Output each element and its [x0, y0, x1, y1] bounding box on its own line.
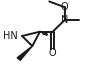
Text: N: N [61, 15, 68, 25]
Polygon shape [17, 46, 32, 60]
Text: O: O [61, 2, 68, 12]
Text: HN: HN [3, 31, 18, 41]
Text: O: O [49, 48, 57, 58]
